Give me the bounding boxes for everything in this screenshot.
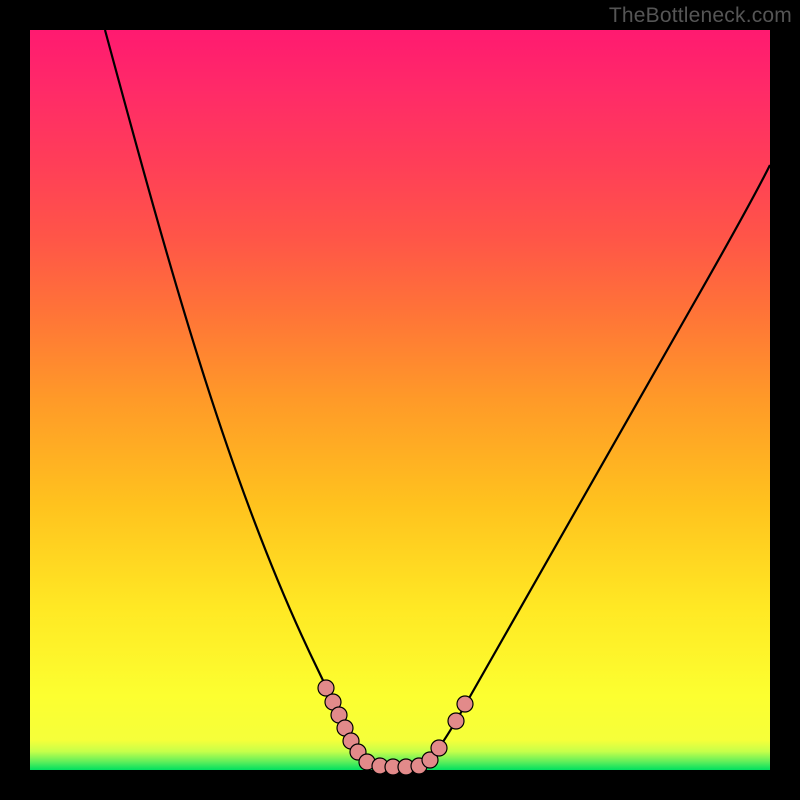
data-marker [448,713,464,729]
bottleneck-curve [105,30,770,765]
chart-plot-area [30,30,770,770]
marker-group [318,680,473,775]
watermark-text: TheBottleneck.com [609,4,792,28]
chart-svg-layer [30,30,770,770]
data-marker [431,740,447,756]
data-marker [457,696,473,712]
